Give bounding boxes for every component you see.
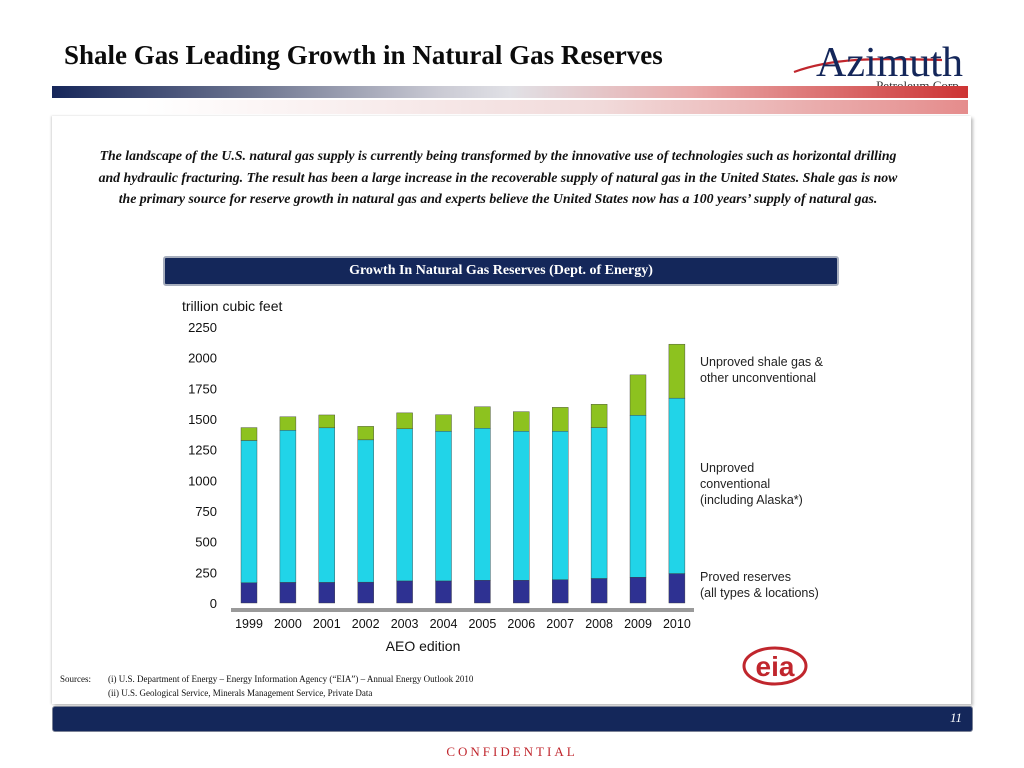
y-tick-label: 750	[195, 504, 217, 519]
chart-legend: Proved reserves (all types & locations) Un…	[700, 355, 824, 600]
eia-logo-text: eia	[756, 651, 795, 682]
chart-banner: Growth In Natural Gas Reserves (Dept. of…	[163, 256, 839, 286]
sources-note: Sources: (i) U.S. Department of Energy – …	[60, 672, 473, 700]
bar-segment-1999-s1	[240, 440, 258, 583]
x-tick-label: 2004	[430, 617, 458, 631]
bar-segment-2005-s1	[474, 427, 491, 581]
intro-paragraph: The landscape of the U.S. natural gas su…	[98, 148, 898, 206]
bar-segment-2002-s2	[357, 426, 374, 441]
source-line-1: (i) U.S. Department of Energy – Energy I…	[108, 674, 474, 684]
bar-segment-2002-s1	[357, 439, 374, 583]
bar-segment-2006-s1	[513, 431, 530, 581]
x-tick-label: 2006	[507, 617, 535, 631]
bar-segment-2000-s0	[279, 582, 297, 604]
x-tick-label: 2007	[546, 617, 574, 631]
y-tick-label: 0	[210, 596, 217, 611]
bar-segment-1999-s2	[240, 427, 258, 441]
page-number: 11	[949, 710, 962, 725]
bar-segment-2001-s2	[318, 414, 336, 429]
bar-segment-2000-s1	[279, 430, 297, 583]
bar-segment-2007-s2	[552, 407, 569, 432]
y-tick-label: 2250	[188, 320, 217, 335]
azimuth-logo-text: Azimuth	[816, 40, 963, 86]
bar-segment-2001-s0	[318, 582, 336, 604]
y-tick-label: 1250	[188, 443, 217, 458]
bar-segment-2005-s0	[474, 580, 491, 604]
legend-entry: other unconventional	[700, 371, 816, 385]
bar-segment-2003-s0	[396, 580, 413, 604]
reserves-chart: trillion cubic feet 0 250 500 750 1000 1250 15…	[182, 298, 824, 654]
y-tick-label: 1750	[188, 381, 217, 396]
footer-bar: 11	[52, 706, 973, 732]
bar-segment-2009-s0	[629, 577, 647, 604]
x-tick-label: 2002	[352, 617, 380, 631]
eia-logo: eia	[742, 646, 808, 686]
x-tick-label: 2001	[313, 617, 341, 631]
bar-segment-2006-s2	[513, 411, 530, 432]
x-tick-label: 1999	[235, 617, 263, 631]
x-tick-label: 2008	[585, 617, 613, 631]
header-gradient-shade	[52, 100, 968, 114]
legend-entry: conventional	[700, 477, 770, 491]
y-tick-label: 250	[195, 565, 217, 580]
y-axis-ticks: 0 250 500 750 1000 1250 1500 1750 2000 2250	[188, 320, 217, 611]
x-axis-title: AEO edition	[386, 638, 461, 654]
bar-segment-2001-s1	[318, 427, 336, 583]
confidential-label: CONFIDENTIAL	[446, 744, 578, 759]
source-line-2: (ii) U.S. Geological Service, Minerals M…	[108, 688, 373, 698]
bar-segment-2007-s1	[552, 431, 569, 580]
legend-entry: (all types & locations)	[700, 586, 819, 600]
bar-segment-2003-s2	[396, 412, 413, 430]
y-tick-label: 500	[195, 535, 217, 550]
bar-segment-2000-s2	[279, 416, 297, 431]
x-tick-label: 2000	[274, 617, 302, 631]
y-tick-label: 1000	[188, 473, 217, 488]
bar-segment-2010-s0	[668, 573, 686, 604]
legend-entry: (including Alaska*)	[700, 493, 803, 507]
legend-entry: Unproved	[700, 461, 754, 475]
y-tick-label: 1500	[188, 412, 217, 427]
bar-segment-2010-s1	[668, 397, 686, 574]
x-tick-label: 2009	[624, 617, 652, 631]
bar-segment-2006-s0	[513, 580, 530, 604]
bar-segment-1999-s0	[240, 582, 258, 604]
legend-entry: Unproved shale gas &	[700, 355, 824, 369]
bar-segment-2009-s1	[629, 415, 647, 578]
x-tick-label: 2010	[663, 617, 691, 631]
bar-segment-2008-s2	[590, 404, 608, 428]
bar-segment-2007-s0	[552, 579, 569, 604]
bar-segment-2004-s1	[435, 431, 452, 582]
x-axis-bar	[231, 608, 694, 612]
y-axis-unit-label: trillion cubic feet	[182, 298, 282, 314]
eia-logo-ring	[742, 646, 808, 686]
bar-segment-2009-s2	[629, 374, 647, 416]
bar-segment-2010-s2	[668, 343, 686, 399]
bar-segment-2008-s0	[590, 578, 608, 604]
slide-title: Shale Gas Leading Growth in Natural Gas …	[64, 40, 663, 70]
bar-segment-2002-s0	[357, 581, 374, 604]
x-tick-label: 2005	[468, 617, 496, 631]
azimuth-swoosh	[793, 57, 943, 74]
header-gradient-bar	[52, 86, 968, 98]
bar-segment-2004-s2	[435, 414, 452, 432]
x-axis-labels: 1999 2000 2001 2002 2003 2004 2005 2006 2007 2008…	[235, 617, 691, 631]
bar-series	[240, 343, 686, 604]
azimuth-logo: Azimuth	[793, 40, 963, 86]
bar-segment-2004-s0	[435, 580, 452, 604]
sources-label: Sources:	[60, 674, 91, 684]
y-tick-label: 2000	[188, 351, 217, 366]
content-panel	[52, 116, 971, 704]
bar-segment-2008-s1	[590, 427, 608, 579]
legend-entry: Proved reserves	[700, 570, 791, 584]
bar-segment-2005-s2	[474, 406, 491, 429]
bar-segment-2003-s1	[396, 428, 413, 582]
x-tick-label: 2003	[391, 617, 419, 631]
